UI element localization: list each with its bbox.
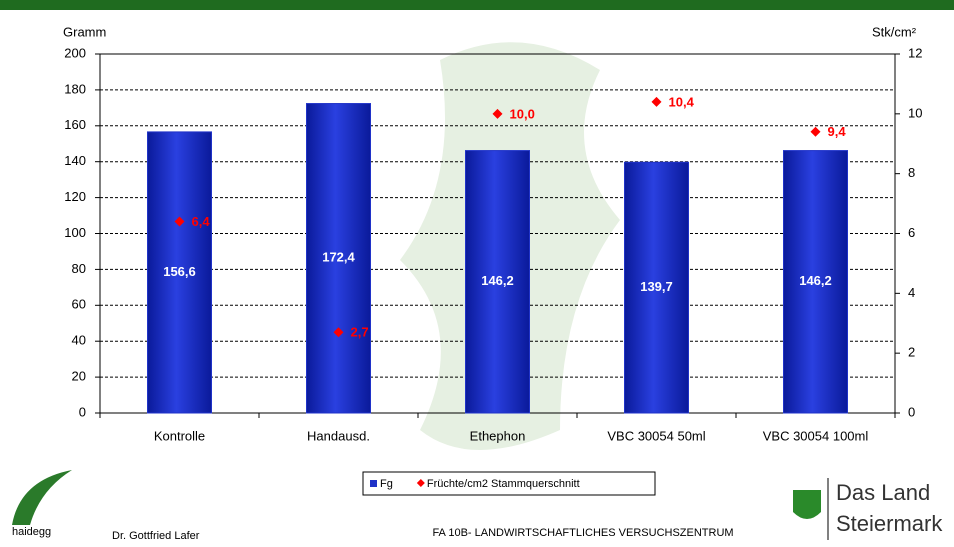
bar [306, 103, 371, 414]
bar-value-label: 146,2 [799, 273, 832, 288]
bar-value-label: 139,7 [640, 279, 673, 294]
y-tick-label: 140 [64, 153, 86, 168]
marker [810, 126, 821, 137]
legend-label: Früchte/cm2 Stammquerschnitt [427, 478, 580, 490]
y-tick-label: 120 [64, 189, 86, 204]
bar-value-label: 156,6 [163, 264, 196, 279]
y2-tick-label: 6 [908, 225, 915, 240]
bar-value-label: 172,4 [322, 250, 355, 265]
bar [465, 150, 530, 414]
y2-tick-label: 0 [908, 404, 915, 419]
brand-line2: Steiermark [836, 511, 943, 536]
marker-value-label: 2,7 [351, 325, 369, 340]
coat-of-arms [793, 490, 821, 519]
y2-tick-label: 10 [908, 105, 922, 120]
logo-leaf [12, 470, 72, 525]
top-bar [0, 0, 954, 10]
y-axis-title: Gramm [63, 24, 106, 39]
logo-text: haidegg [12, 526, 51, 538]
bar-value-label: 146,2 [481, 273, 514, 288]
legend-label: Fg [380, 478, 393, 490]
marker-value-label: 9,4 [828, 124, 847, 139]
x-tick-label: Ethephon [470, 428, 526, 443]
legend-swatch [370, 480, 377, 487]
y-tick-label: 40 [72, 333, 86, 348]
y-tick-label: 180 [64, 81, 86, 96]
institution: FA 10B- LANDWIRTSCHAFTLICHES VERSUCHSZEN… [432, 527, 733, 539]
legend [362, 471, 656, 496]
legend-swatch [416, 479, 425, 487]
marker [651, 96, 662, 107]
y-tick-label: 80 [72, 261, 86, 276]
y-tick-label: 0 [79, 404, 86, 419]
y2-tick-label: 4 [908, 285, 915, 300]
marker [333, 327, 344, 338]
x-tick-label: Handausd. [307, 428, 370, 443]
y-tick-label: 160 [64, 117, 86, 132]
marker-value-label: 10,4 [669, 94, 695, 109]
y-tick-label: 200 [64, 45, 86, 60]
y2-tick-label: 8 [908, 165, 915, 180]
marker-value-label: 10,0 [510, 106, 535, 121]
y-tick-label: 60 [72, 297, 86, 312]
bar [783, 150, 848, 414]
bar [147, 131, 212, 414]
marker-value-label: 6,4 [192, 214, 211, 229]
y2-tick-label: 12 [908, 45, 922, 60]
marker [174, 216, 185, 227]
y2-tick-label: 2 [908, 345, 915, 360]
x-tick-label: VBC 30054 50ml [607, 428, 705, 443]
y2-axis-title: Stk/cm² [872, 24, 917, 39]
x-tick-label: Kontrolle [154, 428, 205, 443]
x-tick-label: VBC 30054 100ml [763, 428, 869, 443]
bar [624, 161, 689, 414]
author: Dr. Gottfried Lafer [112, 530, 200, 542]
y-tick-label: 100 [64, 225, 86, 240]
marker [492, 108, 503, 119]
brand-line1: Das Land [836, 480, 930, 505]
y-tick-label: 20 [72, 369, 86, 384]
